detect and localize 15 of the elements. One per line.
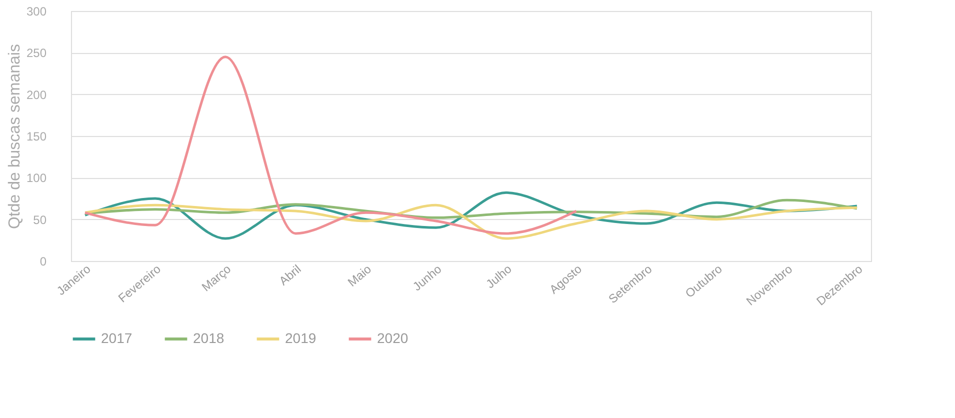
y-tick-label: 100 [26,171,47,186]
y-tick-label: 50 [33,212,47,227]
line-series [84,56,578,235]
legend-label: 2018 [193,330,224,346]
y-tick-label: 300 [26,4,47,18]
y-tick-label: 0 [40,254,47,268]
x-tick-label: Maio [345,262,374,290]
legend-label: 2020 [377,330,408,346]
legend-label: 2019 [285,330,316,346]
line-series [84,204,858,240]
y-tick-label: 200 [26,88,47,102]
legend-label: 2017 [101,330,132,346]
y-axis-title: Qtde de buscas semanais [6,44,24,229]
y-tick-label: 250 [26,46,47,60]
y-tick-label: 150 [26,130,47,144]
